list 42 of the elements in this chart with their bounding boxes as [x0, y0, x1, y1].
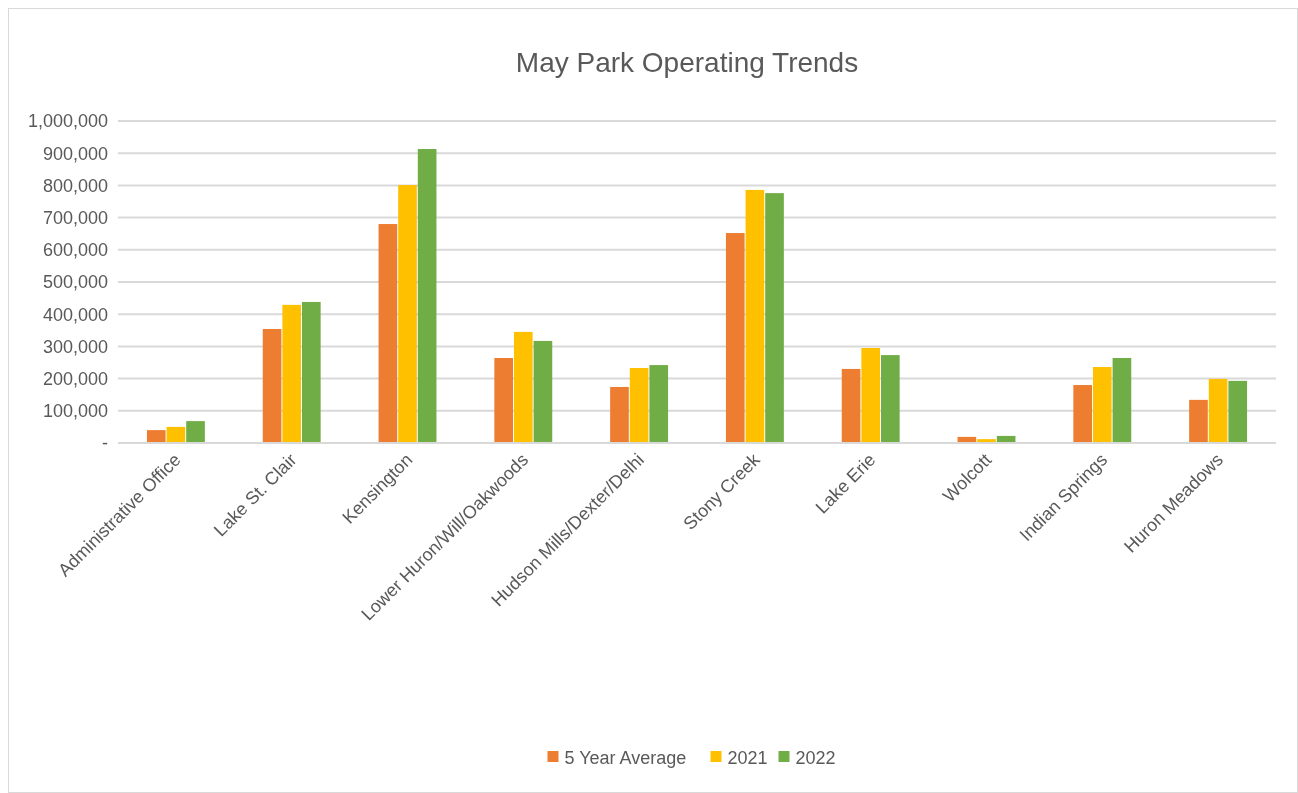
legend-label: 2021 [727, 748, 768, 769]
bar [861, 348, 881, 443]
bar [166, 426, 186, 443]
legend-label: 2022 [795, 748, 836, 769]
y-tick-label: 800,000 [42, 175, 108, 196]
bar [745, 189, 765, 443]
bar [494, 357, 513, 443]
bar [262, 329, 282, 443]
bar [533, 340, 553, 443]
bar [1228, 380, 1248, 443]
legend-label: 5 Year Average [564, 748, 687, 769]
bar [186, 421, 205, 443]
bar [725, 233, 745, 443]
bar [1208, 378, 1228, 443]
bar [649, 365, 669, 443]
bar [841, 368, 861, 443]
bar [1189, 399, 1208, 443]
bar [302, 301, 321, 443]
y-tick-label: 400,000 [42, 304, 108, 325]
y-tick-label: 600,000 [42, 240, 108, 261]
bar [513, 331, 533, 443]
bar [881, 355, 900, 443]
y-tick-label: 100,000 [42, 401, 108, 422]
bar [146, 430, 166, 443]
bar [378, 224, 398, 443]
bar [282, 304, 302, 443]
y-tick-label: 900,000 [42, 143, 108, 164]
bar [1112, 357, 1132, 443]
bar [629, 367, 649, 443]
bar [398, 185, 417, 443]
y-tick-label: 500,000 [42, 272, 108, 293]
bar [417, 149, 437, 443]
y-tick-label: 200,000 [42, 368, 108, 389]
y-tick-label: 300,000 [42, 336, 108, 357]
y-tick-label: 700,000 [42, 207, 108, 228]
bar [1092, 367, 1112, 443]
bar [1073, 385, 1092, 443]
bar [765, 193, 784, 443]
bar [610, 386, 629, 443]
chart-title: May Park Operating Trends [515, 47, 859, 78]
y-tick-label: - [102, 433, 108, 454]
y-tick-label: 1,000,000 [27, 111, 108, 132]
